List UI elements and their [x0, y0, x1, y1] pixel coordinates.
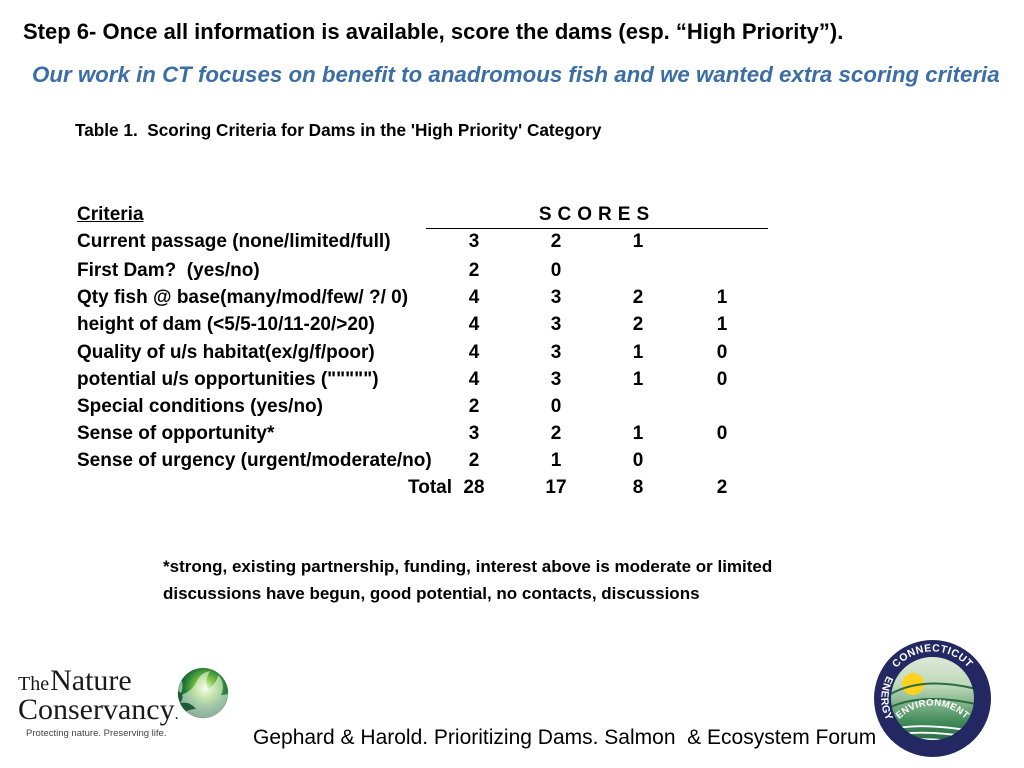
svg-text:Conservancy.: Conservancy. [18, 693, 179, 726]
svg-text:Protecting nature. Preserving: Protecting nature. Preserving life. [26, 728, 166, 739]
